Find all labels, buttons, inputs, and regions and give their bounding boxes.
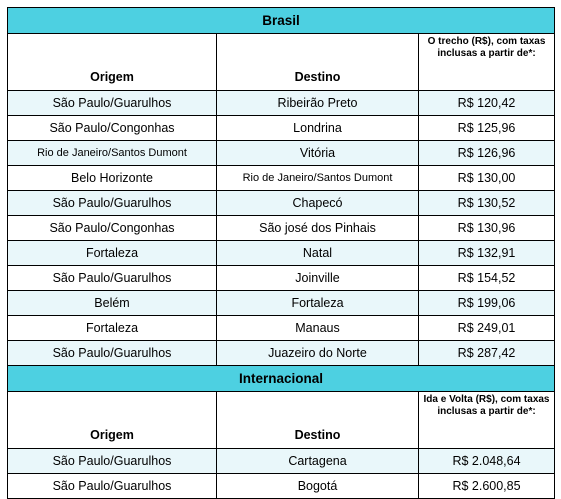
origin-cell: São Paulo/Guarulhos [7, 448, 217, 474]
origin-cell: São Paulo/Guarulhos [7, 473, 217, 499]
origin-cell: São Paulo/Congonhas [7, 115, 217, 141]
origin-cell: São Paulo/Guarulhos [7, 90, 217, 116]
destination-cell: Joinville [216, 265, 419, 291]
destination-cell: Natal [216, 240, 419, 266]
price-cell: R$ 2.048,64 [417, 448, 556, 474]
origin-header: Origem [7, 391, 217, 449]
destination-cell: Bogotá [216, 473, 419, 499]
table-row: São Paulo/Congonhas Londrina R$ 125,96 [7, 115, 556, 141]
section-title: Internacional [6, 365, 556, 392]
price-cell: R$ 130,00 [417, 165, 556, 191]
table-row: São Paulo/Guarulhos Bogotá R$ 2.600,85 [7, 473, 556, 499]
destination-cell: Juazeiro do Norte [216, 340, 419, 366]
price-cell: R$ 249,01 [417, 315, 556, 341]
table-row: São Paulo/Congonhas São josé dos Pinhais… [7, 215, 556, 241]
price-cell: R$ 126,96 [417, 140, 556, 166]
destination-cell: Manaus [216, 315, 419, 341]
table-row: São Paulo/Guarulhos Juazeiro do Norte R$… [7, 340, 556, 366]
column-header-row: Origem Destino O trecho (R$), com taxas … [7, 33, 556, 91]
origin-cell: Belém [7, 290, 217, 316]
origin-cell: São Paulo/Guarulhos [7, 340, 217, 366]
origin-cell: Belo Horizonte [7, 165, 217, 191]
price-cell: R$ 287,42 [417, 340, 556, 366]
price-header: O trecho (R$), com taxas inclusas a part… [417, 33, 556, 91]
origin-cell: São Paulo/Guarulhos [7, 265, 217, 291]
origin-cell: Fortaleza [7, 240, 217, 266]
origin-cell: Fortaleza [7, 315, 217, 341]
price-cell: R$ 2.600,85 [417, 473, 556, 499]
table-row: São Paulo/Guarulhos Chapecó R$ 130,52 [7, 190, 556, 216]
origin-cell: São Paulo/Congonhas [7, 215, 217, 241]
destination-cell: Londrina [216, 115, 419, 141]
section-title: Brasil [6, 7, 556, 34]
price-cell: R$ 154,52 [417, 265, 556, 291]
table-row: Fortaleza Manaus R$ 249,01 [7, 315, 556, 341]
price-cell: R$ 125,96 [417, 115, 556, 141]
table-row: Fortaleza Natal R$ 132,91 [7, 240, 556, 266]
origin-header: Origem [7, 33, 217, 91]
destination-cell: São josé dos Pinhais [216, 215, 419, 241]
destination-cell: Chapecó [216, 190, 419, 216]
table-row: São Paulo/Guarulhos Cartagena R$ 2.048,6… [7, 448, 556, 474]
price-header: Ida e Volta (R$), com taxas inclusas a p… [417, 391, 556, 449]
destination-cell: Cartagena [216, 448, 419, 474]
table-row: Rio de Janeiro/Santos Dumont Vitória R$ … [7, 140, 556, 166]
table-row: Belém Fortaleza R$ 199,06 [7, 290, 556, 316]
origin-cell: Rio de Janeiro/Santos Dumont [7, 140, 217, 166]
table-row: São Paulo/Guarulhos Ribeirão Preto R$ 12… [7, 90, 556, 116]
table-row: São Paulo/Guarulhos Joinville R$ 154,52 [7, 265, 556, 291]
destination-cell: Ribeirão Preto [216, 90, 419, 116]
destination-cell: Vitória [216, 140, 419, 166]
fares-table: Brasil Origem Destino O trecho (R$), com… [6, 7, 556, 499]
price-cell: R$ 130,96 [417, 215, 556, 241]
price-cell: R$ 132,91 [417, 240, 556, 266]
section-header-row: Internacional [6, 365, 556, 392]
destination-cell: Fortaleza [216, 290, 419, 316]
column-header-row: Origem Destino Ida e Volta (R$), com tax… [7, 391, 556, 449]
price-cell: R$ 199,06 [417, 290, 556, 316]
table-row: Belo Horizonte Rio de Janeiro/Santos Dum… [7, 165, 556, 191]
price-cell: R$ 130,52 [417, 190, 556, 216]
destination-header: Destino [216, 33, 419, 91]
destination-cell: Rio de Janeiro/Santos Dumont [216, 165, 419, 191]
origin-cell: São Paulo/Guarulhos [7, 190, 217, 216]
destination-header: Destino [216, 391, 419, 449]
section-header-row: Brasil [6, 7, 556, 34]
price-cell: R$ 120,42 [417, 90, 556, 116]
